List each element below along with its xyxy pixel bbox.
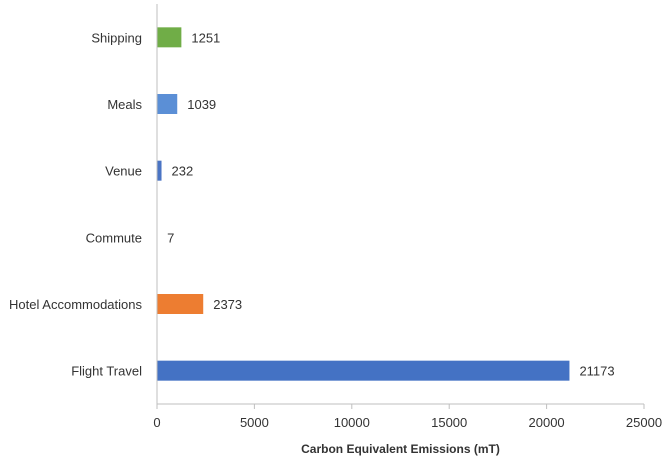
data-label-commute: 7 — [167, 230, 174, 245]
category-label-hotel-accommodations: Hotel Accommodations — [9, 297, 142, 312]
data-label-venue: 232 — [172, 164, 194, 179]
category-label-commute: Commute — [86, 230, 142, 245]
category-label-meals: Meals — [107, 97, 142, 112]
x-tick-label: 0 — [153, 415, 160, 430]
x-tick-label: 10000 — [334, 415, 370, 430]
bar-meals — [157, 94, 178, 114]
category-label-venue: Venue — [105, 164, 142, 179]
bars-group — [157, 27, 570, 381]
data-label-flight-travel: 21173 — [579, 364, 614, 379]
bar-hotel-accommodations — [157, 294, 204, 314]
x-tick-label: 15000 — [431, 415, 467, 430]
data-label-meals: 1039 — [187, 97, 216, 112]
x-tick-label: 5000 — [240, 415, 269, 430]
x-tick-label: 25000 — [626, 415, 662, 430]
x-axis-title: Carbon Equivalent Emissions (mT) — [301, 442, 500, 456]
data-labels: 1251 1039 232 7 2373 21173 — [167, 30, 615, 378]
category-label-flight-travel: Flight Travel — [71, 364, 142, 379]
data-label-hotel-accommodations: 2373 — [213, 297, 242, 312]
category-label-shipping: Shipping — [91, 30, 142, 45]
category-labels: Shipping Meals Venue Commute Hotel Accommoda… — [9, 30, 142, 378]
bar-shipping — [157, 27, 182, 48]
bar-flight-travel — [157, 360, 570, 381]
data-label-shipping: 1251 — [191, 30, 220, 45]
x-tick-label: 20000 — [529, 415, 565, 430]
bar-venue — [157, 160, 162, 181]
x-axis-ticks: 0 5000 10000 15000 20000 25000 — [153, 404, 662, 430]
